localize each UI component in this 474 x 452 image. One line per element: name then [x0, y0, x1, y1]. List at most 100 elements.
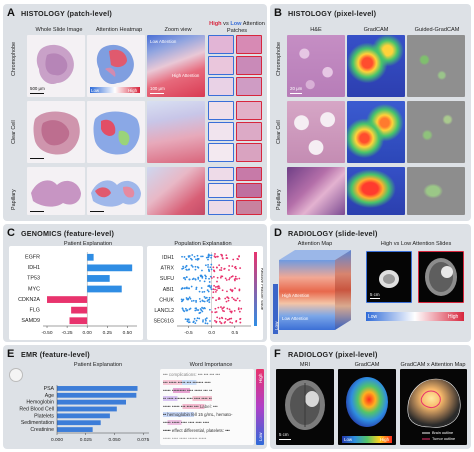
- swarm-point: [185, 309, 188, 312]
- row-label-clear-cell: Clear Cell: [276, 120, 282, 144]
- swarm-point: [195, 307, 198, 310]
- category-label: TP53: [27, 276, 40, 282]
- swarm-point: [183, 256, 186, 258]
- category-label: PSA: [44, 386, 55, 392]
- swarm-point: [236, 278, 238, 280]
- d-legend-low: Low: [368, 313, 378, 320]
- swarm-point: [220, 316, 223, 319]
- heatmap-clear-cell: [87, 101, 145, 163]
- d-legend-bar: [366, 312, 464, 321]
- patch-low: [236, 101, 262, 120]
- x-tick-label: 0.075: [137, 437, 149, 443]
- patch-grid-clear-cell: [208, 101, 262, 163]
- patch-low: [236, 167, 262, 181]
- swarm-point: [216, 316, 219, 319]
- feature-value-colorbar: [254, 252, 257, 326]
- panel-a-histology-patch: A HISTOLOGY (patch-level) Whole Slide Im…: [3, 4, 267, 221]
- swarm-point: [215, 320, 218, 323]
- swarm-point: [207, 268, 210, 271]
- swarm-point: [190, 264, 193, 267]
- swarm-point: [203, 290, 206, 293]
- swarm-point: [182, 265, 184, 268]
- swarm-point: [224, 277, 227, 280]
- swarm-point: [203, 296, 206, 298]
- swarm-point: [238, 299, 241, 302]
- col-zoom-label: Zoom view: [164, 27, 192, 33]
- word-line: ••••• ••••• •••• •••• •••• ••••: [163, 420, 210, 425]
- swarm-point: [185, 268, 188, 271]
- swarm-point: [209, 254, 211, 257]
- tumor-outline-legend: Tumor outline: [432, 436, 456, 441]
- swarm-point: [206, 289, 209, 292]
- swarm-point: [188, 255, 191, 257]
- swarm-point: [215, 290, 217, 293]
- swarm-point: [232, 298, 235, 301]
- swarm-point: [215, 299, 217, 302]
- swarm-point: [208, 301, 211, 304]
- swarm-point: [228, 277, 231, 279]
- panel-b-histology-pixel: B HISTOLOGY (pixel-level) H&E GradCAM Gu…: [270, 4, 471, 221]
- swarm-point: [222, 307, 224, 310]
- heatmap-legend-bar: [90, 87, 140, 93]
- category-label: Creatinine: [30, 427, 54, 433]
- panel-f-radiology-pixel: F RADIOLOGY (pixel-level) MRI GradCAM Gr…: [270, 345, 471, 449]
- swarm-point: [213, 255, 216, 257]
- category-label: SEC61G: [154, 319, 174, 325]
- col-he-label: H&E: [310, 27, 322, 33]
- row-label-papillary: Papillary: [11, 189, 17, 210]
- x-tick-label: -0.25: [62, 330, 73, 336]
- swarm-point: [187, 268, 190, 271]
- x-tick-label: 0.00: [83, 330, 93, 336]
- swarm-point: [240, 307, 243, 310]
- swarm-point: [201, 299, 204, 302]
- swarm-point: [225, 254, 228, 257]
- swarm-point: [226, 290, 228, 293]
- swarm-point: [220, 322, 223, 324]
- patch-low: [236, 143, 262, 162]
- swarm-point: [210, 256, 213, 259]
- category-label: IDH1: [162, 255, 174, 261]
- x-tick-label: 0.0: [208, 330, 215, 336]
- swarm-point: [198, 297, 201, 300]
- zoom-scale-bar: [150, 93, 164, 95]
- e-left-title: Patient Explanation: [73, 362, 123, 368]
- swarm-point: [223, 267, 226, 270]
- panel-e-emr: E EMR (feature-level) Patient Explanatio…: [3, 345, 267, 449]
- swarm-point: [218, 298, 221, 300]
- swarm-point: [218, 264, 221, 267]
- d-left-title: Attention Map: [297, 241, 333, 247]
- swarm-point: [211, 311, 213, 313]
- swarm-point: [187, 318, 190, 321]
- swarm-point: [188, 287, 190, 290]
- swarm-point: [201, 291, 204, 293]
- swarm-point: [195, 288, 198, 291]
- swarm-point: [234, 279, 236, 282]
- relative-feature-value-label: Relative Feature Value: [260, 268, 263, 311]
- swarm-point: [233, 309, 236, 312]
- swarm-point: [204, 297, 207, 300]
- swarm-point: [216, 266, 218, 269]
- swarm-point: [219, 276, 222, 279]
- swarm-point: [228, 265, 231, 267]
- swarm-point: [236, 257, 239, 260]
- he-scale-label: 20 μm: [290, 86, 303, 91]
- bar-flg: [71, 306, 88, 314]
- swarm-point: [228, 269, 230, 271]
- swarm-point: [186, 287, 188, 290]
- e-right-title: Word Importance: [189, 362, 233, 368]
- patch-high: [208, 35, 234, 54]
- swarm-point: [197, 309, 200, 311]
- word-line: ••••• effect differential, platelets: ••…: [163, 428, 230, 433]
- swarm-point: [203, 280, 206, 283]
- swarm-point: [221, 289, 224, 292]
- swarm-point: [207, 264, 209, 266]
- swarm-point: [186, 298, 189, 301]
- swarm-point: [195, 258, 197, 261]
- swarm-point: [216, 280, 218, 283]
- swarm-point: [220, 266, 223, 269]
- swarm-point: [204, 277, 207, 280]
- panel-title-f: RADIOLOGY (pixel-level): [288, 350, 378, 359]
- slide-high-attention: [418, 251, 464, 303]
- swarm-point: [218, 317, 221, 320]
- swarm-point: [200, 255, 202, 258]
